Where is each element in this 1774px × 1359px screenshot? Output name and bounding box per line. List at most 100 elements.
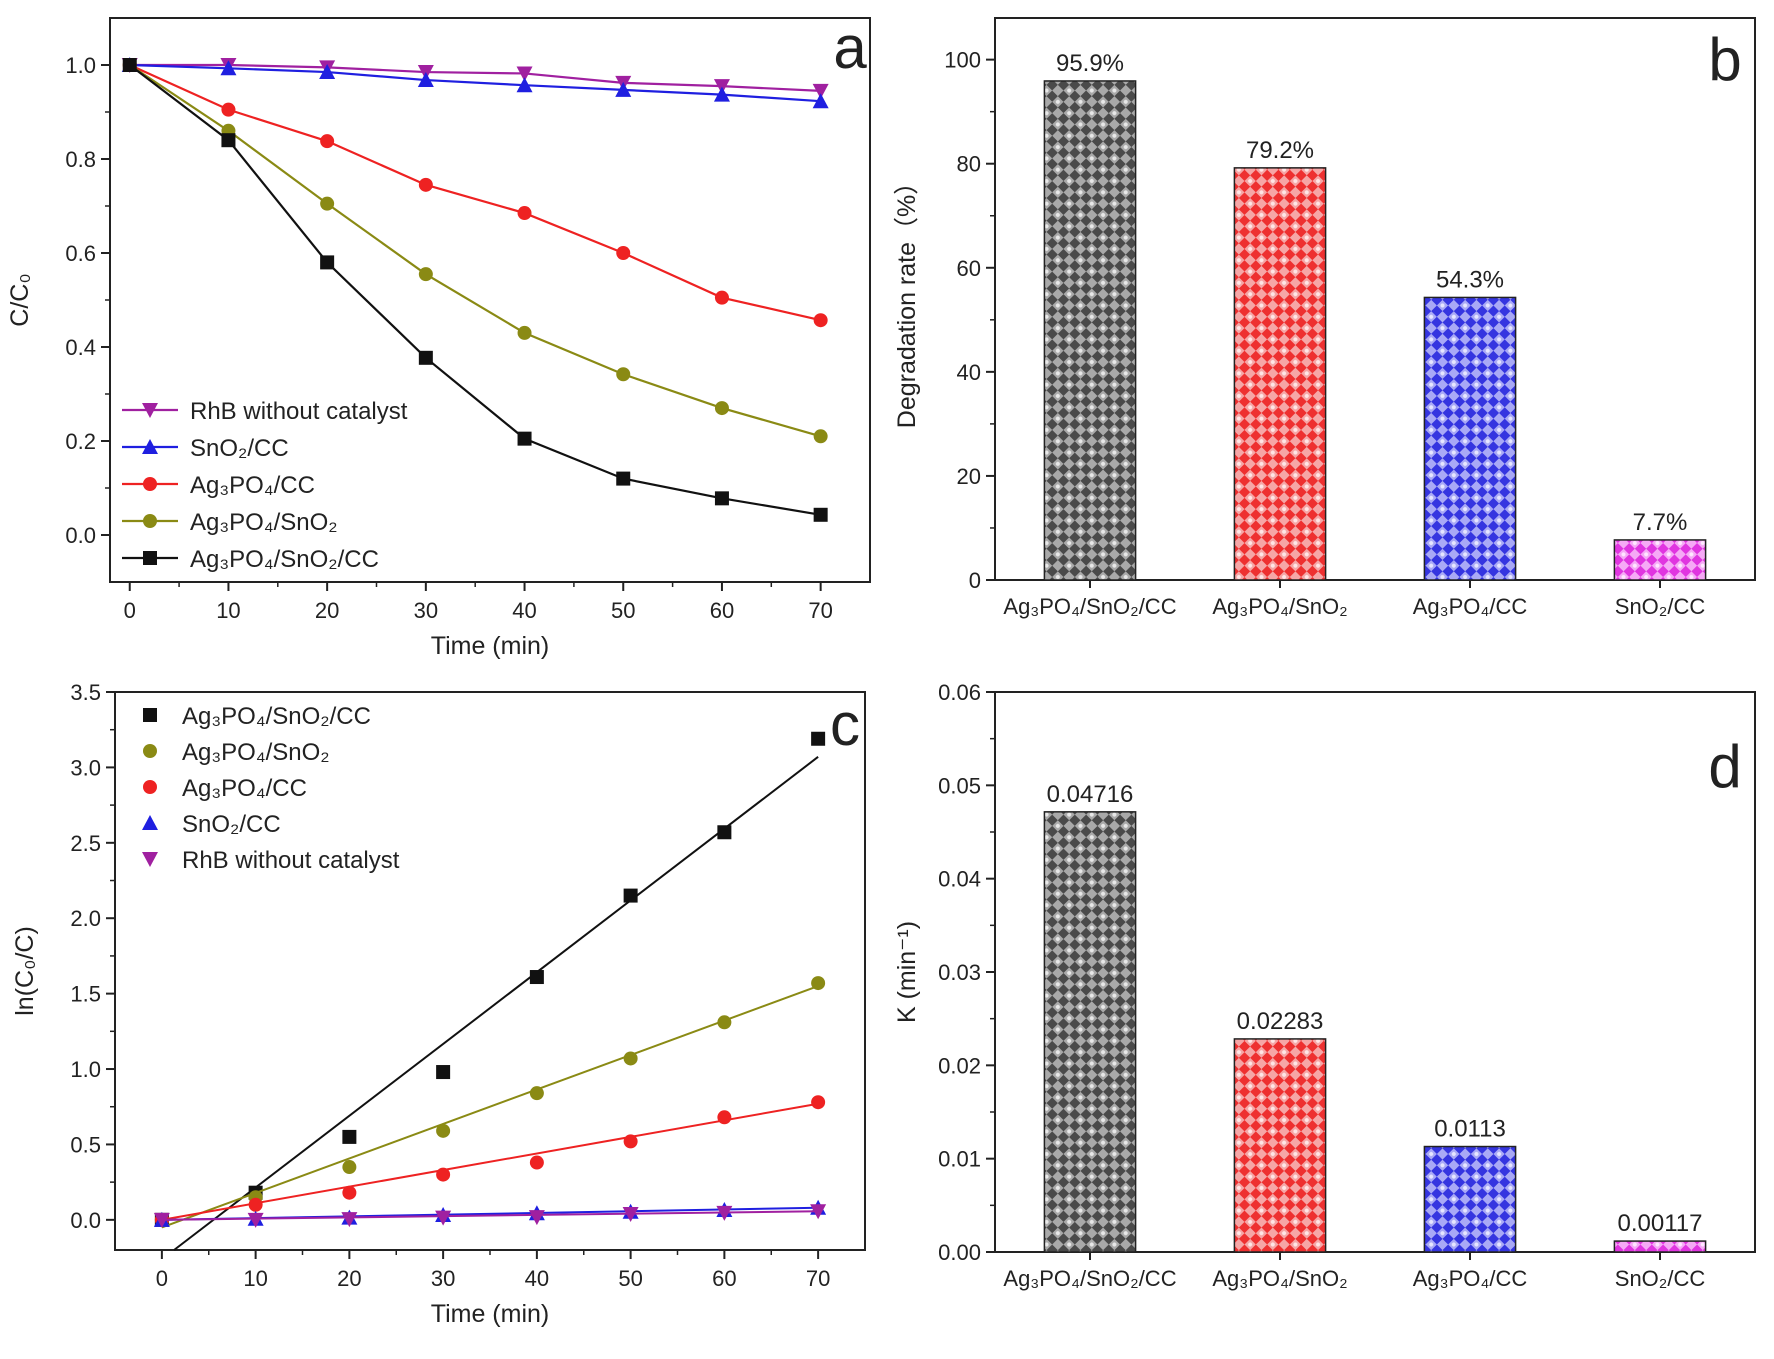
panel-a-series-2-point [517,206,532,221]
panel-c-legend-marker [142,852,158,867]
panel-d-bar-3 [1613,1240,1707,1253]
panel-d-data-label-0: 0.04716 [1047,781,1134,808]
panel-c-series-4-point [528,1210,545,1226]
panel-d-y-tick-label: 0.02 [938,1053,981,1078]
panel-c-legend-label: SnO₂/CC [182,811,281,838]
panel-a-legend-label: RhB without catalyst [190,398,408,425]
panel-b-category-label-3: SnO₂/CC [1615,594,1706,619]
panel-b-data-label-0: 95.9% [1056,50,1124,77]
panel-d-data-label-3: 0.00117 [1618,1210,1703,1237]
panel-c-series-1-point [529,1086,544,1101]
panel-a-series-1-point [812,93,829,109]
panel-a-y-tick-label: 0.6 [65,241,96,266]
panel-a-y-tick-label: 0.8 [65,147,96,172]
panel-d-data-label-1: 0.02283 [1237,1008,1324,1035]
panel-a-series-4-line [129,64,821,516]
panel-b-y-tick-label: 0 [969,568,981,593]
panel-d-bar-1 [1233,1038,1327,1253]
panel-d: 0.00 0.01 0.02 0.03 0.04 0.05 0.06 0.04716 Ag₃PO… [893,680,1756,1291]
panel-d-category-label-0: Ag₃PO₄/SnO₂/CC [1003,1266,1176,1291]
panel-a-series-4-point [616,471,631,486]
panel-b-data-label-2: 54.3% [1436,266,1504,293]
panel-c-series-0-point [529,970,544,985]
panel-c-series-2-point [342,1185,357,1200]
panel-a-legend-label: Ag₃PO₄/CC [190,472,315,499]
panel-c-series-1-point [717,1015,732,1030]
panel-c-series-1-point [436,1123,451,1138]
panel-b-y-axis-label: Degradation rate（%） [893,170,921,428]
panel-a-legend-label: Ag₃PO₄/SnO₂/CC [190,546,379,573]
panel-c-letter: c [830,691,860,758]
panel-a-series-2-point [714,290,729,305]
panel-c-y-tick-label: 1.0 [70,1057,101,1082]
panel-c-series-4-point [341,1212,358,1228]
panel-a-legend-marker [143,477,157,491]
panel-c-x-tick-label: 70 [806,1266,830,1291]
panel-b-y-tick-label: 20 [957,464,981,489]
panel-a-legend-marker [143,551,157,565]
panel-c-legend-label: Ag₃PO₄/SnO₂ [182,739,330,766]
panel-c-series-4-point [435,1210,452,1226]
panel-b-y-tick-label: 80 [957,152,981,177]
panel-c-series-1-point [623,1051,638,1066]
panel-d-letter: d [1708,733,1741,800]
panel-c-series-2-point [623,1134,638,1149]
panel-c-series-0-point [811,731,826,746]
panel-c-legend-label: Ag₃PO₄/CC [182,775,307,802]
panel-a-x-tick-label: 60 [710,598,734,623]
panel-a-series-1-point [615,81,632,97]
panel-d-y-tick-label: 0.00 [938,1240,981,1265]
panel-a-x-tick-label: 50 [611,598,635,623]
panel-c-series-2-point [248,1197,263,1212]
panel-a-series-3-point [517,325,532,340]
panel-c-series-1-point [811,976,826,991]
panel-a-y-tick-label: 0.4 [65,335,96,360]
panel-c-x-tick-label: 40 [525,1266,549,1291]
panel-a-series-4-point [320,255,335,270]
panel-c-series-0-point [436,1065,451,1080]
panel-a-y-tick-label: 0.2 [65,429,96,454]
panel-d-bar-0 [1043,811,1137,1253]
panel-c-x-tick-label: 20 [337,1266,361,1291]
panel-a-series-3-point [813,429,828,444]
panel-c-y-tick-label: 1.5 [70,982,101,1007]
panel-a-series-2-point [221,102,236,117]
panel-a-x-tick-label: 40 [512,598,536,623]
panel-b-data-label-1: 79.2% [1246,137,1314,164]
panel-c-series-0-point [623,888,638,903]
panel-c-series-4-fit-line [161,1210,819,1221]
panel-a-series-1-point [713,86,730,102]
panel-c-y-axis-label: ln(C₀/C) [11,926,39,1016]
panel-b-category-label-0: Ag₃PO₄/SnO₂/CC [1003,594,1176,619]
panel-a-legend-marker [142,403,158,418]
panel-d-y-tick-label: 0.06 [938,680,981,705]
panel-d-category-label-3: SnO₂/CC [1615,1266,1706,1291]
panel-c-series-0-point [342,1129,357,1144]
panel-a-series-4-point [122,58,137,72]
panel-a-y-tick-label: 0.0 [65,523,96,548]
panel-c-series-2-fit-line [161,1102,819,1221]
panel-a-series-2-point [418,177,433,192]
panel-a-legend-label: Ag₃PO₄/SnO₂ [190,509,338,536]
panel-c-series-2-point [717,1110,732,1125]
panel-c-series-2-point [529,1155,544,1170]
panel-a-series-1-point [220,60,237,76]
panel-c-x-tick-label: 50 [618,1266,642,1291]
panel-b: 0 20 40 60 80 100 95.9% Ag₃PO₄/SnO₂/CC 79.2% Ag₃P… [893,17,1756,619]
panel-a-legend: RhB without catalyst SnO₂/CC Ag₃PO₄/CC Ag₃P… [122,398,408,573]
panel-a-series-0-point [516,66,533,82]
panel-a-series-4-point [517,431,532,446]
panel-a-series-3-point [320,196,335,211]
panel-a-x-tick-label: 20 [315,598,339,623]
panel-d-category-label-1: Ag₃PO₄/SnO₂ [1212,1266,1347,1291]
panel-d-y-tick-label: 0.05 [938,773,981,798]
panel-c-series-0-fit-line [173,756,819,1251]
panel-c-legend-marker [143,708,157,722]
panel-c-y-tick-label: 2.5 [70,831,101,856]
panel-a-series-1-point [516,77,533,93]
panel-a-x-tick-label: 0 [124,598,136,623]
panel-a-legend-marker [143,514,157,528]
panel-d-y-tick-label: 0.03 [938,960,981,985]
